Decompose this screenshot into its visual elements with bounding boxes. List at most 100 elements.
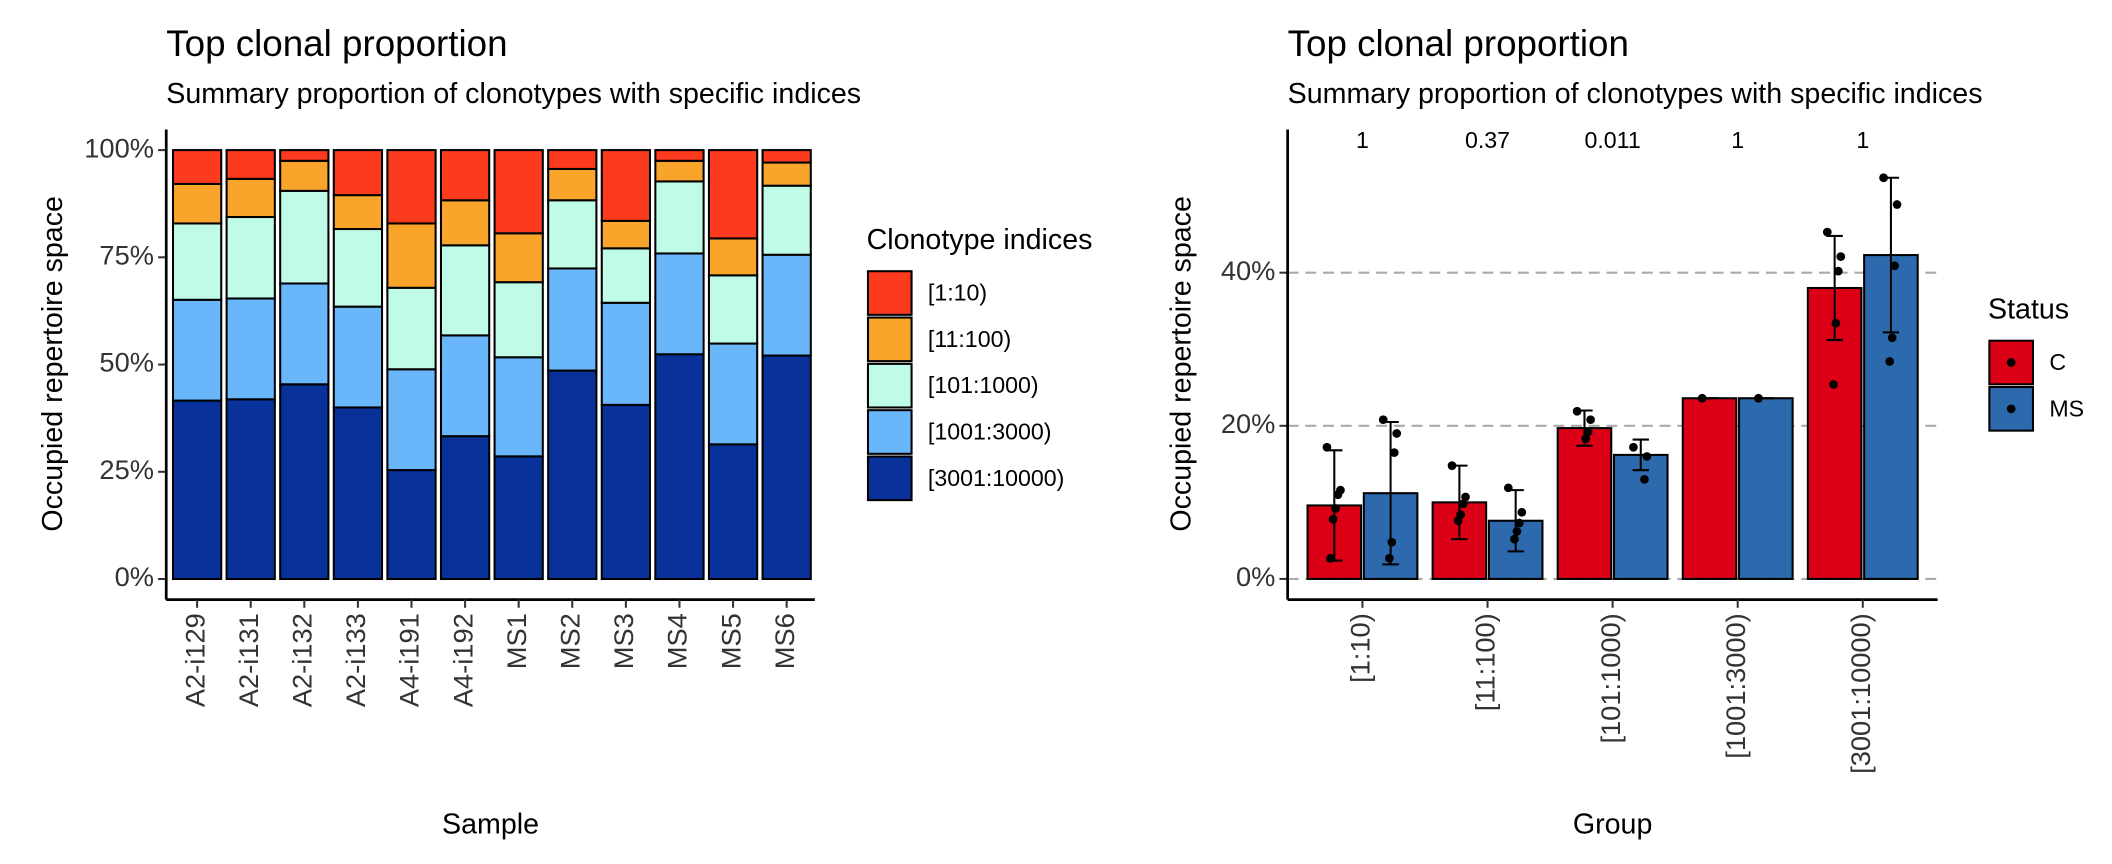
bar-segment bbox=[761, 253, 812, 357]
data-point bbox=[1581, 434, 1591, 444]
bar-segment bbox=[493, 281, 544, 359]
x-tick-label: MS5 bbox=[715, 613, 746, 669]
bar-segment bbox=[386, 286, 437, 371]
legend-key bbox=[1988, 339, 2034, 386]
y-tick-label: 75% bbox=[99, 240, 154, 271]
bar-segment bbox=[654, 159, 705, 183]
data-point bbox=[1326, 553, 1335, 563]
p-value: 1 bbox=[1356, 127, 1369, 153]
data-point bbox=[1879, 173, 1888, 183]
bar-segment bbox=[439, 244, 491, 337]
x-tick-label: [3001:10000) bbox=[1845, 613, 1876, 774]
data-point bbox=[1387, 537, 1397, 547]
legend-key bbox=[866, 270, 913, 316]
x-axis-title: Group bbox=[1573, 808, 1653, 840]
legend-label: [11:100) bbox=[928, 326, 1011, 352]
data-point bbox=[1378, 415, 1388, 425]
x-tick-label: [1:10) bbox=[1345, 613, 1376, 683]
bar-segment bbox=[279, 159, 330, 192]
bar-segment bbox=[225, 398, 276, 581]
bar-segment bbox=[707, 443, 759, 581]
data-point bbox=[1447, 461, 1457, 470]
bar bbox=[1738, 397, 1794, 580]
data-point bbox=[1836, 252, 1846, 261]
x-tick-label: A2-i133 bbox=[340, 613, 371, 707]
data-point bbox=[1572, 406, 1582, 416]
bar-segment bbox=[171, 149, 223, 186]
data-point bbox=[1514, 518, 1524, 528]
data-point bbox=[1461, 492, 1470, 502]
bar-segment bbox=[171, 399, 223, 581]
bar-segment bbox=[386, 149, 437, 225]
chart-title: Top clonal proportion bbox=[1288, 23, 1629, 64]
y-tick-label: 50% bbox=[99, 347, 154, 378]
data-point bbox=[1503, 483, 1513, 493]
data-point bbox=[1458, 499, 1468, 509]
bar-segment bbox=[761, 354, 812, 581]
bar-segment bbox=[761, 149, 812, 164]
data-point bbox=[1512, 527, 1522, 536]
legend-label: [3001:10000) bbox=[928, 465, 1064, 491]
bar bbox=[1681, 397, 1738, 580]
bar-segment bbox=[547, 149, 598, 170]
data-point bbox=[1517, 507, 1527, 517]
data-point bbox=[1322, 442, 1332, 452]
legend-dot bbox=[2006, 404, 2016, 414]
x-tick-label: MS2 bbox=[554, 613, 585, 669]
bar-segment bbox=[332, 406, 384, 581]
bar-segment bbox=[600, 219, 652, 250]
bar-segment bbox=[332, 227, 384, 308]
y-tick-label: 40% bbox=[1221, 255, 1276, 286]
x-tick-label: A4-i192 bbox=[447, 613, 478, 707]
bar-segment bbox=[493, 356, 544, 458]
data-point bbox=[1892, 200, 1902, 209]
bar-segment bbox=[332, 194, 384, 231]
bar-segment bbox=[547, 199, 598, 270]
bar-segment bbox=[761, 161, 812, 187]
data-point bbox=[1833, 266, 1843, 276]
bar-segment bbox=[386, 469, 437, 581]
legend-title: Status bbox=[1988, 293, 2069, 325]
bar-segment bbox=[654, 252, 705, 356]
legend-label: [1:10) bbox=[928, 280, 987, 306]
data-point bbox=[1885, 357, 1895, 366]
bar-segment bbox=[386, 368, 437, 472]
bar-segment bbox=[279, 282, 330, 386]
bar-segment bbox=[439, 435, 491, 581]
y-axis-title: Occupied repertoire space bbox=[1165, 196, 1197, 532]
data-point bbox=[1385, 553, 1394, 563]
data-point bbox=[1331, 504, 1340, 513]
y-tick-label: 25% bbox=[99, 454, 154, 485]
data-point bbox=[1829, 380, 1838, 389]
data-point bbox=[1831, 318, 1841, 328]
bar-segment bbox=[654, 149, 705, 162]
data-point bbox=[1642, 452, 1652, 461]
data-point bbox=[1392, 429, 1402, 438]
y-tick-label: 0% bbox=[115, 561, 154, 592]
x-tick-label: [101:1000) bbox=[1595, 613, 1626, 743]
y-axis-title: Occupied repertoire space bbox=[37, 196, 69, 532]
bar bbox=[1556, 427, 1613, 580]
bar-segment bbox=[600, 301, 652, 406]
x-tick-label: MS1 bbox=[501, 613, 532, 669]
x-tick-label: MS3 bbox=[608, 613, 639, 669]
data-point bbox=[1583, 427, 1593, 437]
p-value: 1 bbox=[1856, 127, 1869, 153]
bar-segment bbox=[600, 403, 652, 581]
bar-segment bbox=[439, 149, 491, 202]
bar-segment bbox=[225, 149, 276, 180]
x-tick-label: [11:100) bbox=[1470, 613, 1501, 711]
bar-segment bbox=[600, 149, 652, 222]
data-point bbox=[1586, 415, 1595, 425]
p-value: 0.011 bbox=[1584, 127, 1640, 153]
bar bbox=[1612, 453, 1669, 580]
bar-segment bbox=[439, 199, 491, 247]
bar-segment bbox=[493, 232, 544, 284]
bar-segment bbox=[279, 189, 330, 285]
bar-segment bbox=[279, 383, 330, 581]
bar-segment bbox=[225, 177, 276, 219]
bar-segment bbox=[171, 222, 223, 301]
bar-segment bbox=[225, 297, 276, 401]
data-point bbox=[1754, 393, 1763, 403]
